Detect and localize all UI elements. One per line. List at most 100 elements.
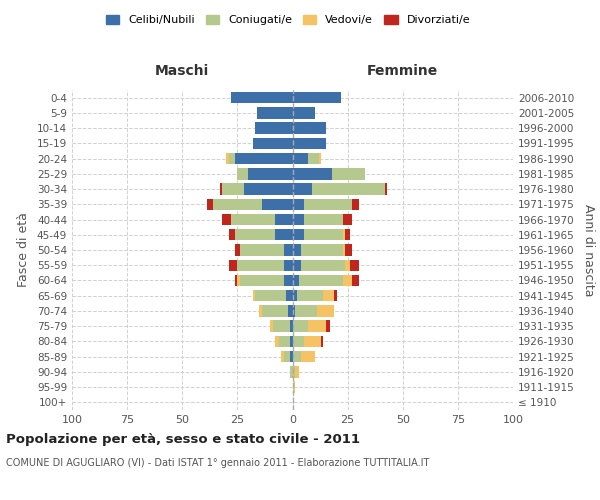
Bar xyxy=(293,260,301,271)
Bar xyxy=(235,244,239,256)
Bar xyxy=(308,320,326,332)
Bar xyxy=(343,244,346,256)
Bar xyxy=(293,305,295,316)
Bar xyxy=(284,275,293,286)
Bar xyxy=(275,229,293,240)
Bar xyxy=(272,320,290,332)
Bar xyxy=(238,275,239,286)
Bar xyxy=(248,168,293,179)
Bar xyxy=(343,214,352,225)
Bar xyxy=(301,260,346,271)
Bar xyxy=(239,275,284,286)
Bar xyxy=(231,214,275,225)
Bar xyxy=(238,168,248,179)
Bar xyxy=(293,320,308,332)
Bar xyxy=(293,107,314,118)
Bar xyxy=(299,275,343,286)
Bar xyxy=(229,229,235,240)
Y-axis label: Fasce di età: Fasce di età xyxy=(17,212,30,288)
Legend: Celibi/Nubili, Coniugati/e, Vedovi/e, Divorziati/e: Celibi/Nubili, Coniugati/e, Vedovi/e, Di… xyxy=(101,10,475,30)
Y-axis label: Anni di nascita: Anni di nascita xyxy=(583,204,595,296)
Bar xyxy=(293,198,304,210)
Bar xyxy=(293,92,341,104)
Bar xyxy=(293,122,326,134)
Text: Femmine: Femmine xyxy=(367,64,439,78)
Bar xyxy=(255,122,293,134)
Bar xyxy=(295,305,317,316)
Bar xyxy=(343,275,352,286)
Bar xyxy=(352,275,359,286)
Bar xyxy=(271,320,272,332)
Bar xyxy=(346,229,350,240)
Bar xyxy=(313,184,385,195)
Bar xyxy=(253,290,255,302)
Bar xyxy=(257,107,293,118)
Bar xyxy=(235,229,275,240)
Bar xyxy=(259,305,262,316)
Bar xyxy=(346,244,352,256)
Bar xyxy=(235,275,238,286)
Bar xyxy=(284,244,293,256)
Bar xyxy=(352,198,359,210)
Bar xyxy=(293,382,295,393)
Bar xyxy=(308,153,319,164)
Bar xyxy=(293,366,295,378)
Bar xyxy=(304,229,343,240)
Bar xyxy=(293,138,326,149)
Bar xyxy=(334,290,337,302)
Bar xyxy=(281,351,284,362)
Bar xyxy=(293,290,297,302)
Bar xyxy=(293,229,304,240)
Bar xyxy=(297,290,323,302)
Text: COMUNE DI AGUGLIARO (VI) - Dati ISTAT 1° gennaio 2011 - Elaborazione TUTTITALIA.: COMUNE DI AGUGLIARO (VI) - Dati ISTAT 1°… xyxy=(6,458,430,468)
Bar xyxy=(284,351,290,362)
Bar xyxy=(244,184,293,195)
Bar xyxy=(226,153,229,164)
Bar xyxy=(293,168,332,179)
Bar xyxy=(290,336,293,347)
Bar xyxy=(293,336,304,347)
Bar xyxy=(321,336,323,347)
Bar xyxy=(235,153,293,164)
Bar xyxy=(262,198,293,210)
Bar xyxy=(275,214,293,225)
Bar xyxy=(293,184,313,195)
Bar xyxy=(343,229,346,240)
Bar xyxy=(229,153,235,164)
Bar xyxy=(220,184,222,195)
Bar xyxy=(326,320,330,332)
Bar xyxy=(229,260,238,271)
Text: Maschi: Maschi xyxy=(155,64,209,78)
Bar xyxy=(293,275,299,286)
Bar xyxy=(290,320,293,332)
Bar xyxy=(286,290,293,302)
Bar xyxy=(222,184,244,195)
Bar xyxy=(293,214,304,225)
Bar xyxy=(255,290,286,302)
Bar xyxy=(346,260,350,271)
Bar xyxy=(253,138,293,149)
Bar xyxy=(293,153,308,164)
Bar xyxy=(275,336,279,347)
Bar xyxy=(301,244,343,256)
Bar xyxy=(304,198,352,210)
Bar xyxy=(238,260,284,271)
Bar xyxy=(213,198,262,210)
Bar xyxy=(317,305,334,316)
Bar xyxy=(385,184,388,195)
Bar xyxy=(304,336,321,347)
Bar xyxy=(332,168,365,179)
Text: Popolazione per età, sesso e stato civile - 2011: Popolazione per età, sesso e stato civil… xyxy=(6,432,360,446)
Bar xyxy=(284,260,293,271)
Bar xyxy=(290,366,293,378)
Bar xyxy=(290,351,293,362)
Bar xyxy=(323,290,334,302)
Bar xyxy=(222,214,231,225)
Bar xyxy=(239,244,284,256)
Bar xyxy=(319,153,321,164)
Bar xyxy=(301,351,314,362)
Bar xyxy=(231,92,293,104)
Bar xyxy=(293,351,301,362)
Bar xyxy=(304,214,343,225)
Bar xyxy=(262,305,288,316)
